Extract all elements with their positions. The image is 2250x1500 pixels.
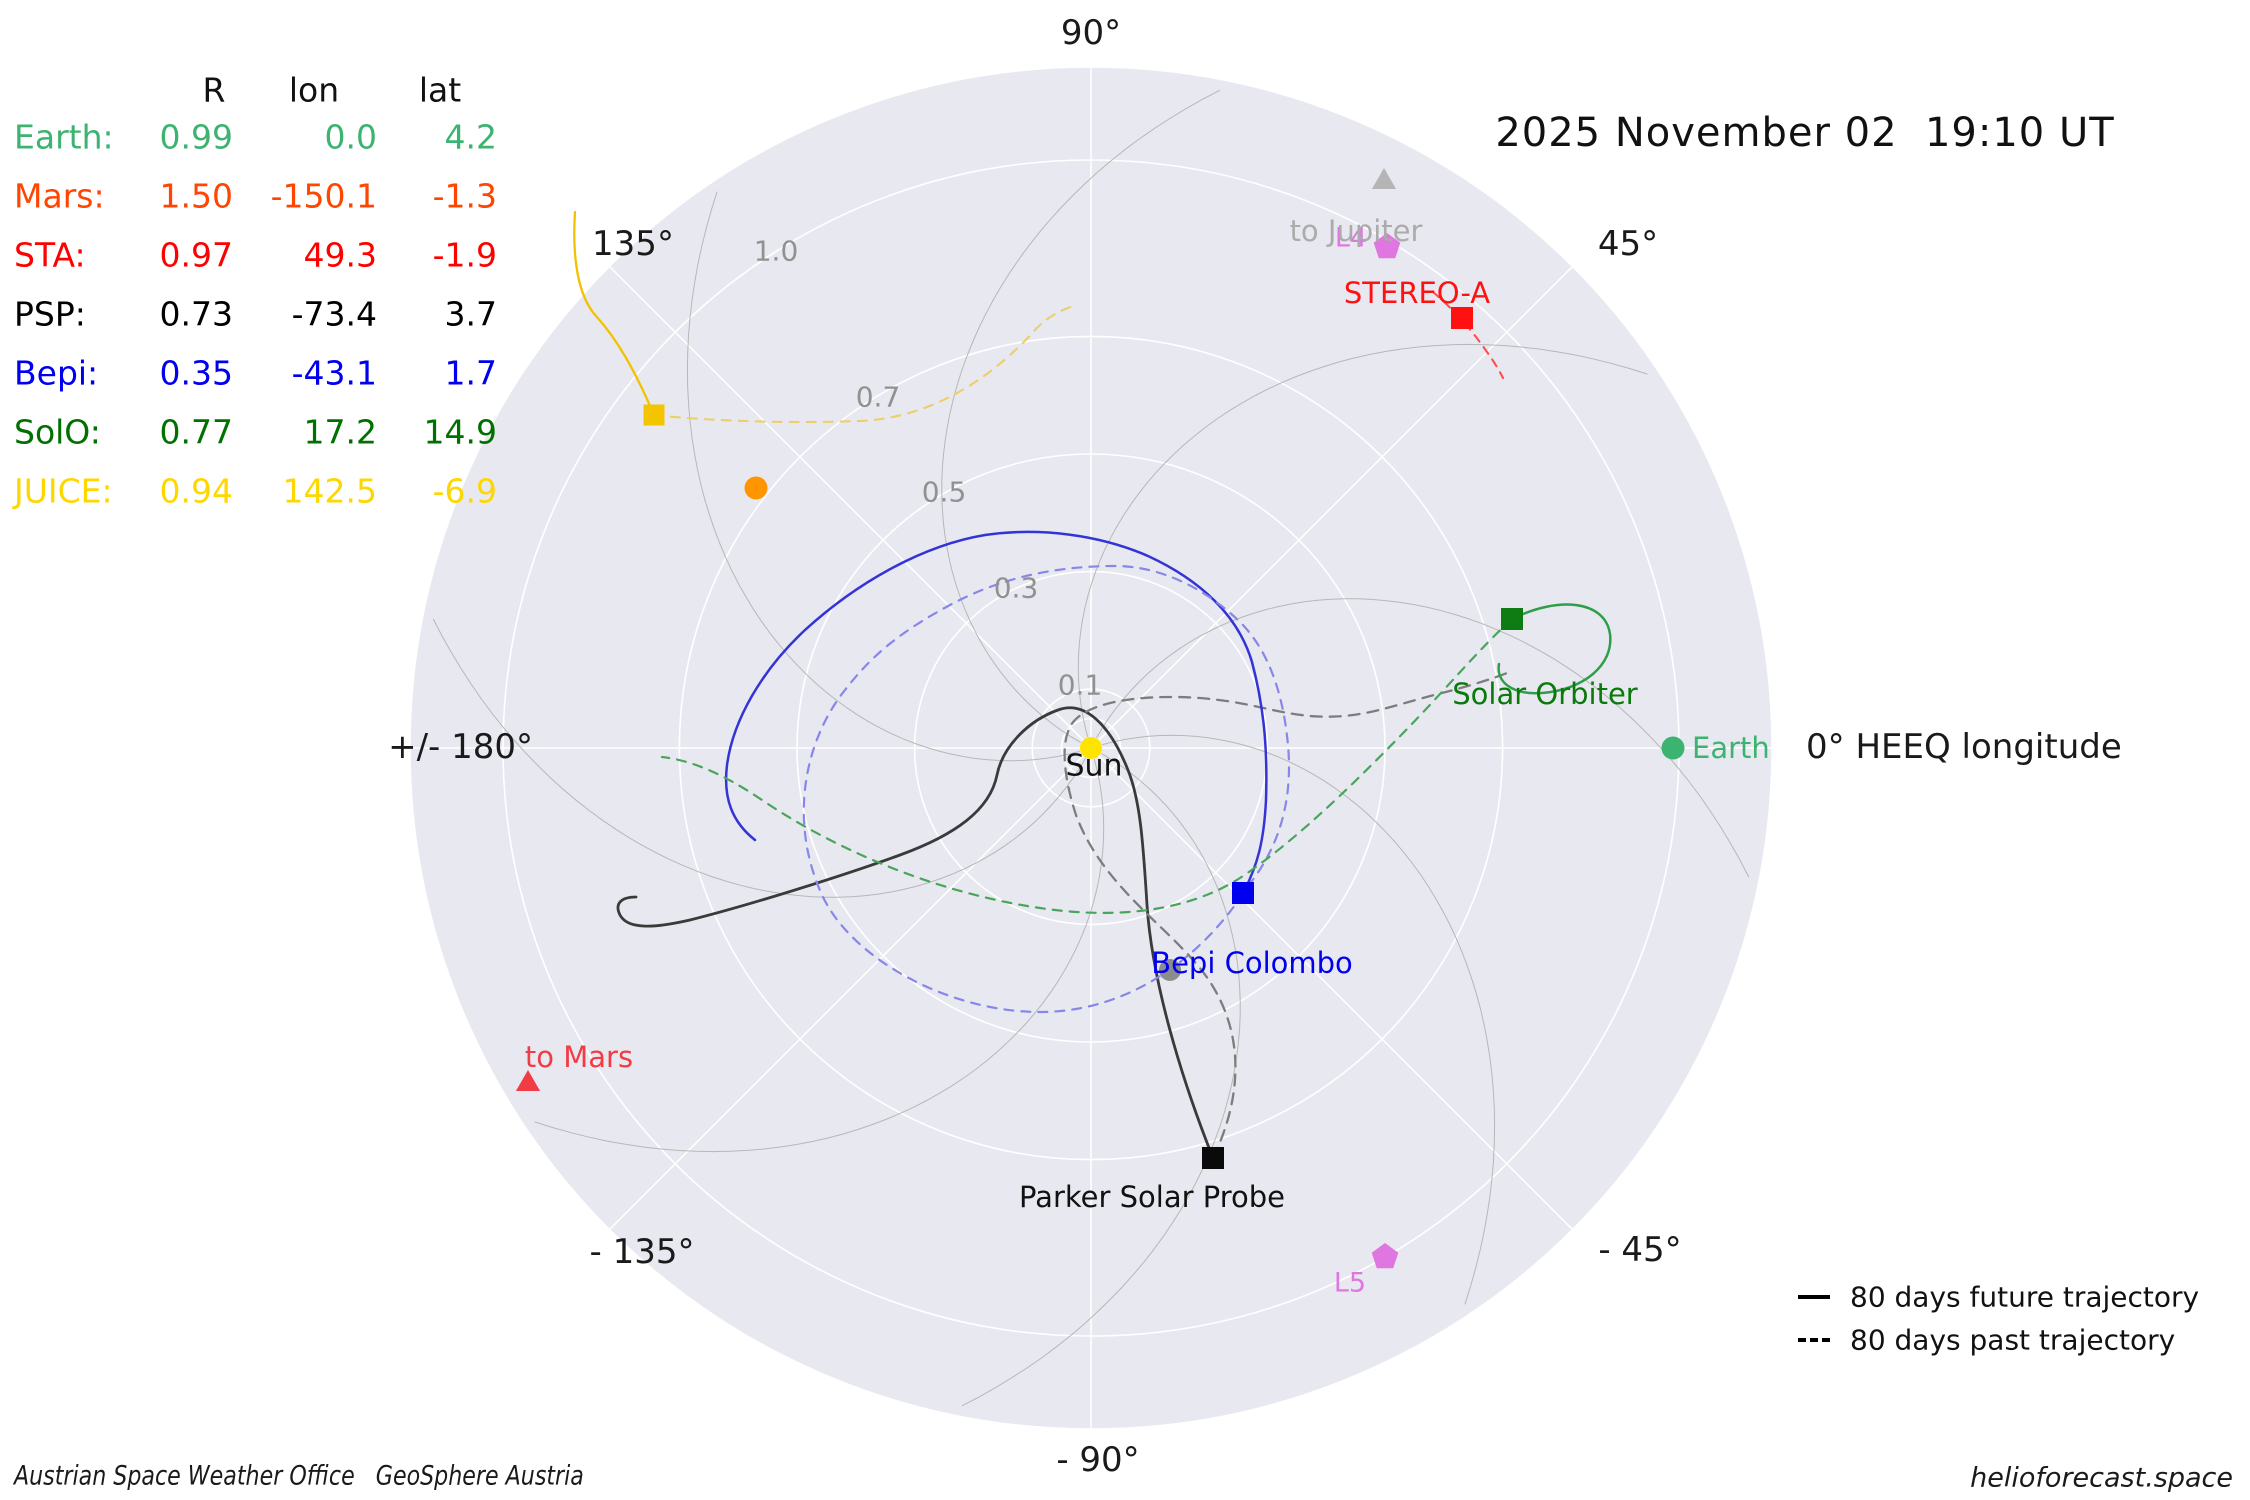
parker-spiral-line xyxy=(941,89,1221,743)
parker-spiral-line xyxy=(534,759,1105,1153)
theta-label-0HEEQlongitude: 0° HEEQ longitude xyxy=(1806,727,2122,767)
parker-spiral-line xyxy=(1077,343,1648,737)
psp-past-trajectory xyxy=(1063,669,1514,1160)
juice-past-trajectory xyxy=(652,304,1075,424)
parker-spiral-line xyxy=(961,753,1241,1407)
bepi-past-trajectory xyxy=(802,564,1291,1014)
sun-label: Sun xyxy=(1065,749,1122,784)
to-jupiter-direction-label: to Jupiter xyxy=(1290,214,1423,248)
to-mars-direction-marker xyxy=(515,1070,541,1091)
radius-label-0.3: 0.3 xyxy=(994,572,1039,605)
radius-label-0.1: 0.1 xyxy=(1058,669,1103,702)
theta-label-45: 45° xyxy=(1598,224,1658,264)
l4-point-label: L4 xyxy=(1335,223,1367,254)
bepi-future-trajectory xyxy=(724,530,1268,895)
stereo-a-label: STEREO-A xyxy=(1344,276,1490,310)
mercury-marker xyxy=(1159,959,1181,981)
radius-label-0.5: 0.5 xyxy=(922,476,967,509)
l5-point-marker xyxy=(1371,1243,1399,1269)
parker-solar-probe-marker xyxy=(1202,1147,1224,1169)
earth-label: Earth xyxy=(1692,731,1770,765)
theta-label-135: 135° xyxy=(592,224,674,264)
parker-spiral-line xyxy=(1102,734,1496,1305)
bepi-colombo-label: Bepi Colombo xyxy=(1151,946,1353,980)
stereo-a-past-trajectory xyxy=(1431,290,1505,380)
solo-future-trajectory xyxy=(1497,603,1612,695)
plot-date-title: 2025 November 02 19:10 UT xyxy=(1495,110,2115,156)
sun-marker xyxy=(1080,737,1102,759)
to-jupiter-direction-marker xyxy=(1371,168,1397,189)
solar-orbiter-label: Solar Orbiter xyxy=(1452,677,1638,711)
solo-past-trajectory xyxy=(660,617,1514,915)
stereo-a-marker xyxy=(1451,307,1473,329)
parker-spiral-line xyxy=(686,191,1080,762)
grid-spoke-135deg xyxy=(608,265,1092,749)
theta-label-180: +/- 180° xyxy=(388,727,533,767)
earth-marker xyxy=(1661,736,1685,760)
theta-label-90: - 90° xyxy=(1056,1440,1139,1480)
psp-future-trajectory xyxy=(616,706,1215,1160)
theta-label-90: 90° xyxy=(1061,13,1121,53)
l4-point-marker xyxy=(1373,233,1401,259)
theta-label-135: - 135° xyxy=(590,1232,695,1272)
grid-spoke-315deg xyxy=(1090,747,1574,1231)
grid-spoke-225deg xyxy=(608,747,1092,1231)
credit-website: helioforecast.space xyxy=(1970,1462,2233,1494)
l5-point-label: L5 xyxy=(1334,1268,1366,1299)
grid-spoke-45deg xyxy=(1090,265,1574,749)
parker-solar-probe-label: Parker Solar Probe xyxy=(1019,1180,1285,1214)
parker-spiral-line xyxy=(1096,598,1750,878)
radius-label-0.7: 0.7 xyxy=(856,381,901,414)
solar-orbiter-marker xyxy=(1501,608,1523,630)
to-mars-direction-label: to Mars xyxy=(525,1040,633,1074)
juice-future-trajectory xyxy=(573,210,656,417)
venus-marker xyxy=(744,476,768,500)
juice-marker xyxy=(643,404,665,426)
credit-organisation: Austrian Space Weather Office GeoSphere … xyxy=(14,1460,584,1492)
radius-label-1.0: 1.0 xyxy=(754,235,799,268)
bepi-colombo-marker xyxy=(1232,882,1254,904)
theta-label-45: - 45° xyxy=(1598,1230,1681,1270)
